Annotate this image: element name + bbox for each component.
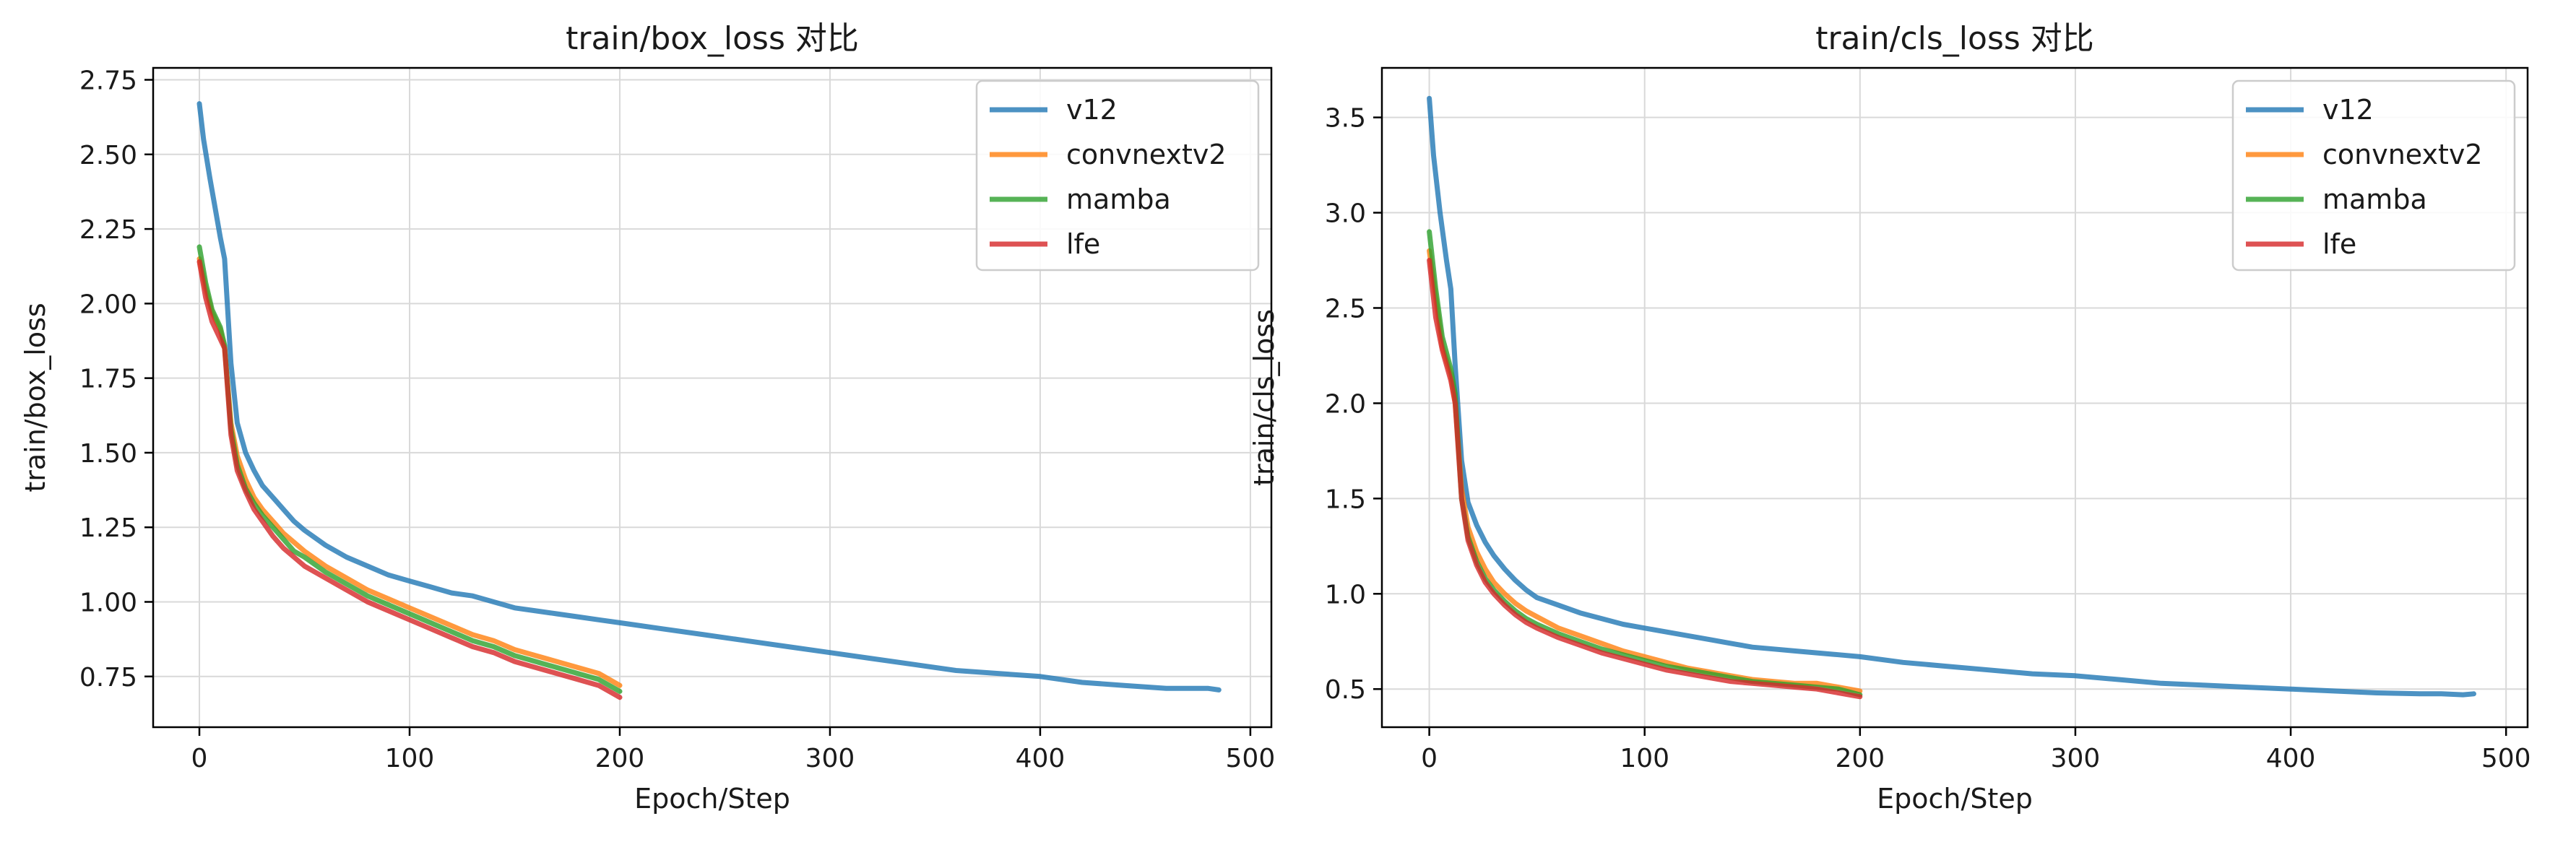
chart-panel-2: 0 100 200 300 400 500 0.5 1.0 1.5 2.0 2.5 3.0 3.5 tra… xyxy=(1248,20,2531,815)
legend-box xyxy=(975,79,1260,272)
series-line-v12 xyxy=(196,101,1222,693)
y-tick-label: 0.75 xyxy=(79,663,137,693)
x-tick-label: 500 xyxy=(2481,744,2531,773)
y-axis-label: train/box_loss xyxy=(20,303,51,492)
legend-label-convnextv2: convnextv2 xyxy=(2322,139,2483,170)
y-tick-label: 2.0 xyxy=(1325,389,1366,419)
chart-title: train/box_loss 对比 xyxy=(566,20,859,57)
x-tick-label: 300 xyxy=(805,744,855,773)
plot-frame xyxy=(1380,66,2529,729)
y-tick-label: 2.00 xyxy=(79,290,137,319)
series-line-lfe xyxy=(196,259,623,700)
y-tick-label: 1.25 xyxy=(79,513,137,543)
legend: v12 convnextv2 mamba lfe xyxy=(975,79,1260,272)
y-tick-label: 1.0 xyxy=(1325,580,1366,609)
x-tick-label: 400 xyxy=(2266,744,2316,773)
y-tick-label: 3.0 xyxy=(1325,199,1366,229)
y-tick-label: 3.5 xyxy=(1325,104,1366,134)
x-axis-label: Epoch/Step xyxy=(634,783,790,815)
y-tick-label: 1.50 xyxy=(79,439,137,469)
x-tick-label: 300 xyxy=(2051,744,2101,773)
series-group xyxy=(1427,95,2476,700)
x-tick-label: 100 xyxy=(1620,744,1669,773)
legend-label-mamba: mamba xyxy=(2322,183,2427,215)
legend-label-convnextv2: convnextv2 xyxy=(1066,139,1227,170)
series-line-v12 xyxy=(1427,95,2476,698)
y-axis-label: train/cls_loss xyxy=(1248,309,1280,486)
legend-label-lfe: lfe xyxy=(2322,228,2356,260)
legend-label-lfe: lfe xyxy=(1066,228,1100,260)
y-tick-label: 2.25 xyxy=(79,215,137,245)
x-tick-label: 500 xyxy=(1226,744,1276,773)
legend-box xyxy=(2231,79,2516,272)
chart-title: train/cls_loss 对比 xyxy=(1815,20,2094,57)
series-group xyxy=(196,101,1222,700)
x-tick-label: 100 xyxy=(385,744,435,773)
x-tick-label: 400 xyxy=(1016,744,1066,773)
series-line-lfe xyxy=(1427,258,1863,700)
legend-label-v12: v12 xyxy=(1066,94,1118,126)
x-tick-label: 0 xyxy=(1421,744,1438,773)
x-tick-label: 200 xyxy=(1835,744,1885,773)
chart-panel-1: 0 100 200 300 400 500 0.75 1.00 1.25 1.50 1.75 2.00… xyxy=(20,20,1275,815)
plot-frame xyxy=(152,66,1273,729)
y-tick-label: 2.50 xyxy=(79,141,137,170)
x-tick-label: 0 xyxy=(191,744,208,773)
y-tick-label: 2.5 xyxy=(1325,294,1366,324)
y-tick-label: 1.75 xyxy=(79,365,137,394)
legend: v12 convnextv2 mamba lfe xyxy=(2231,79,2516,272)
x-tick-label: 200 xyxy=(595,744,645,773)
legend-label-v12: v12 xyxy=(2322,94,2374,126)
y-tick-label: 1.00 xyxy=(79,588,137,617)
y-tick-label: 1.5 xyxy=(1325,485,1366,514)
legend-label-mamba: mamba xyxy=(1066,183,1171,215)
x-axis-label: Epoch/Step xyxy=(1877,783,2033,815)
y-tick-label: 2.75 xyxy=(79,66,137,96)
y-tick-label: 0.5 xyxy=(1325,675,1366,705)
